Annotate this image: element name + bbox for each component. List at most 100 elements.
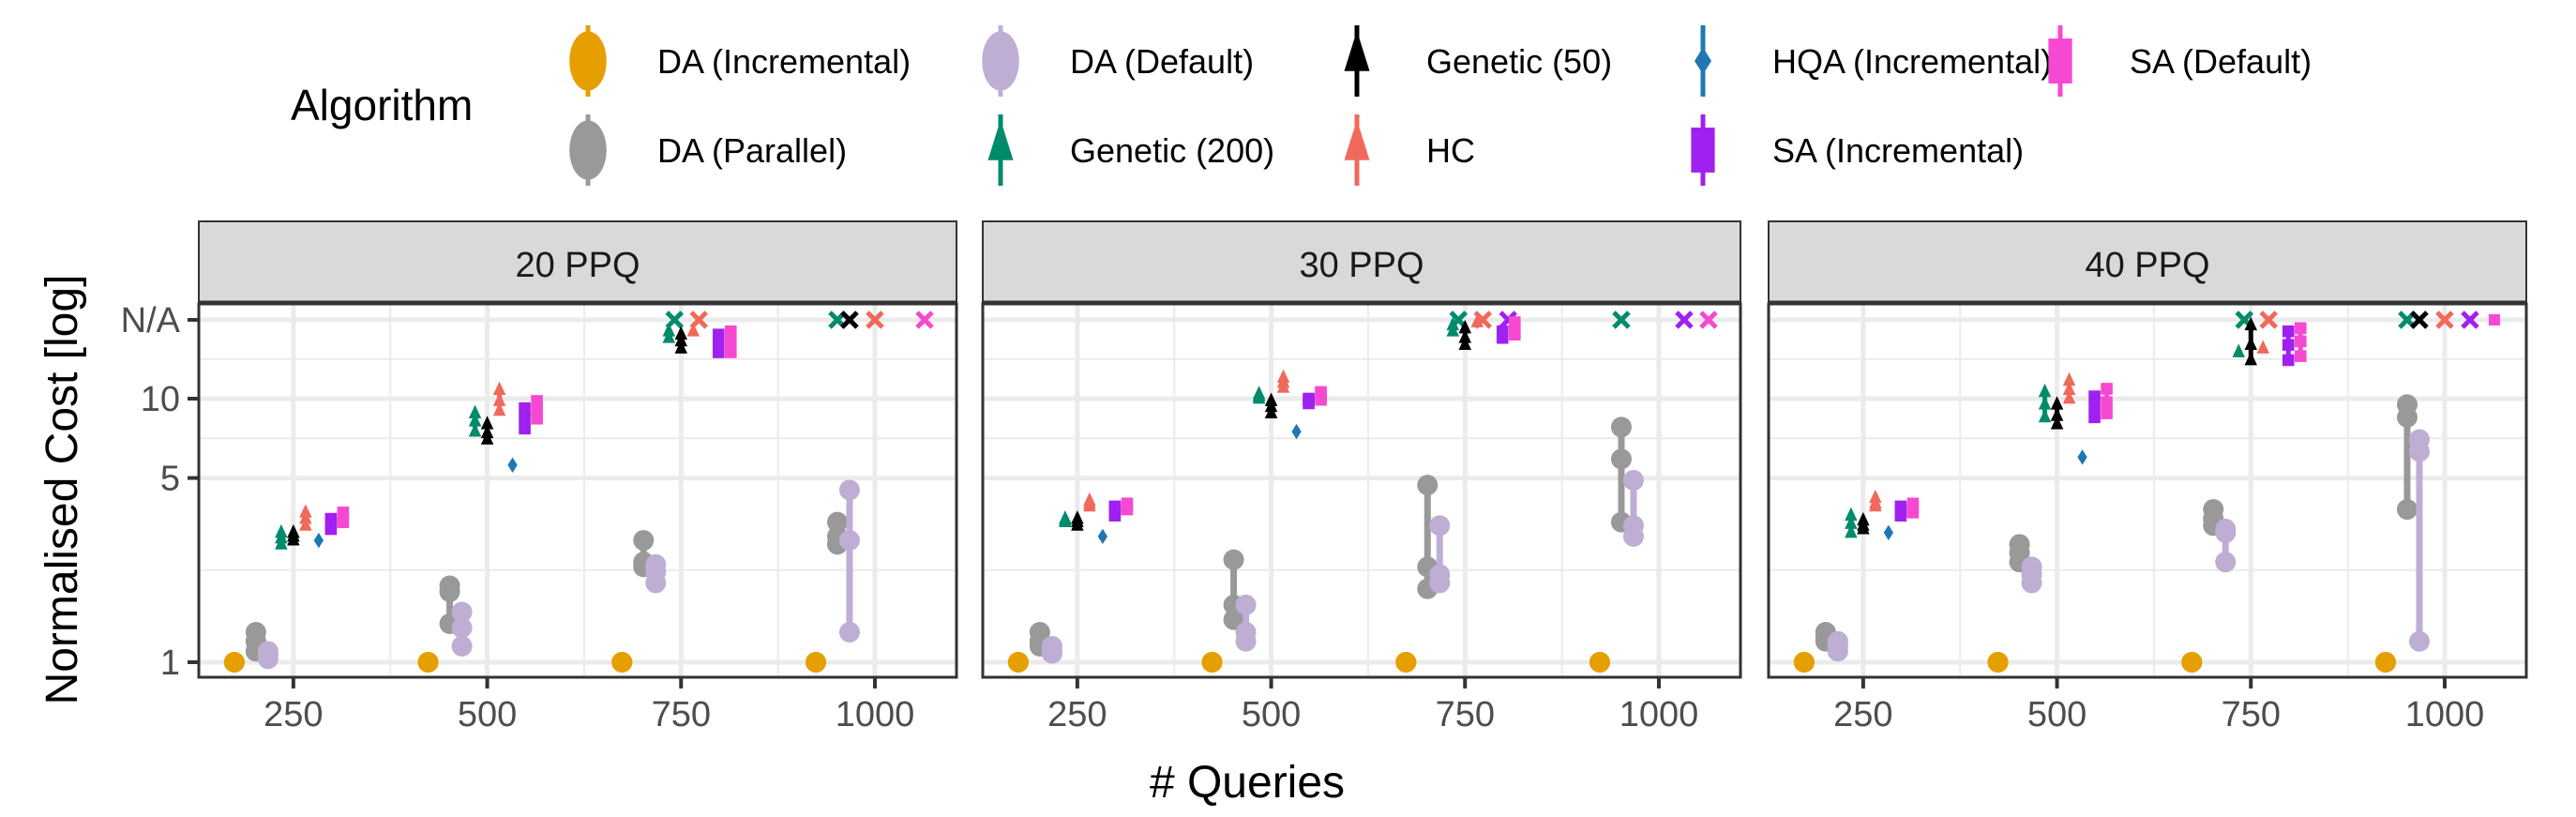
series-sa-default <box>1121 310 1718 516</box>
data-point-triangle <box>2050 416 2064 430</box>
data-point-square <box>2088 401 2101 414</box>
legend-label: HC <box>1426 131 1475 170</box>
data-point-square <box>2282 325 2295 338</box>
legend-label: DA (Incremental) <box>657 42 911 81</box>
data-point-square <box>712 328 725 341</box>
data-point-triangle <box>468 404 482 419</box>
data-point-triangle <box>1845 515 1858 529</box>
x-tick-label: 750 <box>2222 695 2281 734</box>
data-point-circle <box>257 641 279 662</box>
data-point-circle <box>611 652 633 673</box>
legend-item: DA (Parallel) <box>569 114 847 186</box>
na-cross-icon <box>866 310 884 329</box>
series-hc <box>1869 310 2454 512</box>
data-point-circle <box>417 652 439 673</box>
legend: Algorithm DA (Incremental) DA (Default) Ge… <box>291 25 2312 186</box>
data-point-square <box>724 335 737 348</box>
data-point-square <box>2294 335 2307 348</box>
legend-key-diamond-icon <box>1695 47 1711 75</box>
data-point-triangle <box>1071 510 1084 524</box>
data-point-triangle <box>299 504 312 518</box>
data-point-square <box>1906 497 1920 510</box>
data-point-circle <box>633 530 655 552</box>
data-point-square <box>2101 396 2113 409</box>
data-point-circle <box>838 621 860 643</box>
data-point-triangle <box>2244 316 2258 331</box>
y-tick-label: 5 <box>160 460 180 499</box>
data-point-square <box>2282 354 2295 367</box>
data-point-circle <box>1235 594 1257 615</box>
data-point-circle <box>838 479 860 501</box>
data-point-diamond <box>2077 449 2087 465</box>
data-point-triangle <box>1264 392 1278 406</box>
data-point-triangle <box>2062 390 2076 404</box>
legend-item: HQA (Incremental) <box>1695 25 2052 97</box>
data-point-diamond <box>1097 528 1107 544</box>
data-point-triangle <box>1845 507 1858 522</box>
strip-background <box>982 220 1741 303</box>
legend-label: SA (Default) <box>2130 42 2312 81</box>
legend-key-circle-icon <box>569 31 607 91</box>
na-cross-icon <box>2410 310 2429 329</box>
data-point-circle <box>1610 448 1632 470</box>
data-point-circle <box>2408 630 2430 652</box>
data-point-circle <box>1007 652 1029 673</box>
data-point-triangle <box>1059 510 1072 524</box>
legend-item: DA (Incremental) <box>569 25 911 97</box>
legend-item: Genetic (50) <box>1344 25 1612 97</box>
cross-stroke <box>689 310 709 329</box>
data-point-triangle <box>287 523 300 538</box>
series-hqa-incremental <box>1883 449 2087 540</box>
cross-stroke <box>1675 310 1694 329</box>
series-sa-incremental <box>324 328 725 536</box>
data-point-square <box>2294 350 2307 362</box>
data-point-diamond <box>507 457 518 473</box>
cross-stroke <box>2435 310 2454 329</box>
na-point-square <box>2488 314 2500 325</box>
na-cross-icon <box>689 310 709 329</box>
y-axis-title: Normalised Cost [log] <box>38 275 87 705</box>
series-genetic-50 <box>1857 310 2429 535</box>
data-point-square <box>531 395 543 407</box>
legend-title: Algorithm <box>291 81 473 129</box>
legend-key-square-icon <box>2048 38 2072 83</box>
series-genetic-50 <box>1071 319 1472 531</box>
data-point-square <box>519 412 531 425</box>
series-hc <box>1083 310 1493 512</box>
data-point-circle <box>805 652 826 673</box>
legend-key-triangle-icon <box>1344 119 1370 160</box>
data-point-circle <box>2408 429 2430 450</box>
na-cross-icon <box>1675 310 1694 329</box>
data-point-circle <box>451 601 473 623</box>
data-point-circle <box>1201 652 1223 673</box>
x-tick-label: 250 <box>1833 695 1892 734</box>
data-point-circle <box>2021 556 2042 578</box>
legend-label: DA (Default) <box>1070 42 1254 81</box>
legend-label: Genetic (200) <box>1070 131 1274 170</box>
data-point-triangle <box>468 423 482 437</box>
series-sa-default <box>337 310 934 528</box>
plot-background <box>1769 304 2526 677</box>
legend-label: HQA (Incremental) <box>1772 42 2052 81</box>
x-axis-title: # Queries <box>1150 758 1345 808</box>
series-da-default <box>1827 429 2430 662</box>
na-cross-icon <box>2259 310 2279 329</box>
data-point-triangle <box>492 401 506 416</box>
data-point-triangle <box>2232 343 2246 357</box>
data-point-circle <box>2203 499 2224 521</box>
y-tick-label: 10 <box>141 380 180 419</box>
legend-item: DA (Default) <box>982 25 1254 97</box>
series-da-default <box>257 479 860 670</box>
data-point-triangle <box>662 323 676 337</box>
cross-stroke <box>2259 310 2279 329</box>
data-point-circle <box>1622 470 1644 492</box>
legend-key-triangle-icon <box>1344 30 1370 71</box>
data-point-circle <box>451 617 473 639</box>
panel: 20 PPQ 250 500 750 1000 <box>197 220 958 734</box>
series-genetic-50 <box>287 310 859 546</box>
data-point-circle <box>1395 652 1417 673</box>
y-tick-label: N/A <box>121 301 181 340</box>
data-point-circle <box>1223 549 1244 570</box>
data-point-square <box>2101 407 2113 419</box>
cross-stroke <box>915 310 934 329</box>
